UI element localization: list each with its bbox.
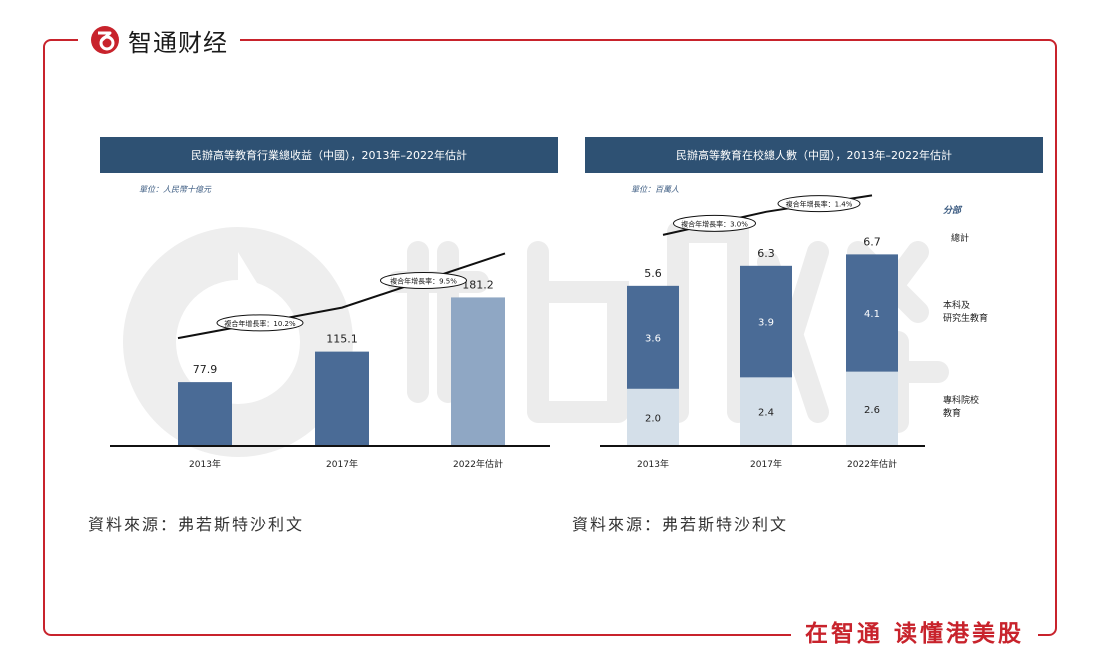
segment-value-label: 2.0 xyxy=(645,413,661,424)
cagr-label: 複合年增長率：3.0% xyxy=(681,219,748,228)
segment-value-label: 2.6 xyxy=(864,405,880,416)
legend-series-label: 研究生教育 xyxy=(943,312,988,324)
enrollment-bar-segment xyxy=(740,265,792,378)
revenue-value-label: 181.2 xyxy=(462,278,494,291)
cagr-bubble xyxy=(777,195,861,213)
cagr-label: 複合年增長率：1.4% xyxy=(786,200,853,209)
brand-header: 智通财经 xyxy=(78,18,240,62)
enrollment-bar-segment xyxy=(846,254,898,372)
total-value-label: 6.7 xyxy=(863,235,881,248)
source-revenue: 資料來源：弗若斯特沙利文 xyxy=(88,515,305,534)
x-tick-label: 2022年估計 xyxy=(847,458,897,470)
chart-unit-enrollment: 單位：百萬人 xyxy=(631,185,679,194)
enrollment-bar-segment xyxy=(846,371,898,446)
enrollment-bar-segment xyxy=(740,377,792,446)
revenue-value-label: 77.9 xyxy=(193,363,218,376)
x-tick-label: 2017年 xyxy=(750,458,782,470)
page-frame xyxy=(43,39,1057,636)
revenue-bar xyxy=(178,382,232,446)
cagr-label: 複合年增長率：10.2% xyxy=(224,319,296,328)
revenue-value-label: 115.1 xyxy=(326,333,358,346)
enrollment-chart: 2.0 3.6 5.6 2013年 2.4 3.9 6.3 2017年 2.6 4.1 6.7 202… xyxy=(600,194,988,470)
source-enrollment: 資料來源：弗若斯特沙利文 xyxy=(572,515,789,534)
total-value-label: 6.3 xyxy=(757,247,775,260)
chart-title-revenue: 民辦高等教育行業總收益（中國），2013年–2022年估計 xyxy=(100,137,558,173)
segment-value-label: 2.4 xyxy=(758,408,774,419)
legend-series-label: 教育 xyxy=(943,407,961,419)
total-value-label: 5.6 xyxy=(644,267,662,280)
chart-title-enrollment: 民辦高等教育在校總人數（中國），2013年–2022年估計 xyxy=(585,137,1043,173)
revenue-bar xyxy=(315,351,369,446)
chart-unit-revenue: 單位：人民幣十億元 xyxy=(139,185,211,194)
cagr-bubble xyxy=(380,272,467,290)
segment-value-label: 4.1 xyxy=(864,309,880,320)
brand-name: 智通财经 xyxy=(128,28,228,57)
brand-slogan: 在智通 读懂港美股 xyxy=(790,613,1038,655)
segment-value-label: 3.6 xyxy=(645,333,661,344)
revenue-bar xyxy=(451,297,505,446)
enrollment-bar-segment xyxy=(627,388,679,446)
enrollment-bar-segment xyxy=(627,285,679,389)
cagr-bubble xyxy=(673,214,756,232)
legend-series-label: 本科及 xyxy=(943,299,970,311)
x-tick-label: 2013年 xyxy=(637,458,669,470)
cagr-bubble xyxy=(216,314,304,332)
x-tick-label: 2013年 xyxy=(189,458,221,470)
x-tick-label: 2022年估計 xyxy=(453,458,503,470)
cagr-label: 複合年增長率：9.5% xyxy=(390,277,457,286)
brand-logo-icon xyxy=(91,26,119,54)
legend-total: 總計 xyxy=(951,232,969,244)
segment-value-label: 3.9 xyxy=(758,318,774,329)
revenue-chart: 77.9 2013年 115.1 2017年 181.2 2022年估計 複合年增長率：10… xyxy=(110,252,550,470)
legend-title: 分部 xyxy=(943,205,963,216)
legend-series-label: 專科院校 xyxy=(943,394,979,406)
x-tick-label: 2017年 xyxy=(326,458,358,470)
